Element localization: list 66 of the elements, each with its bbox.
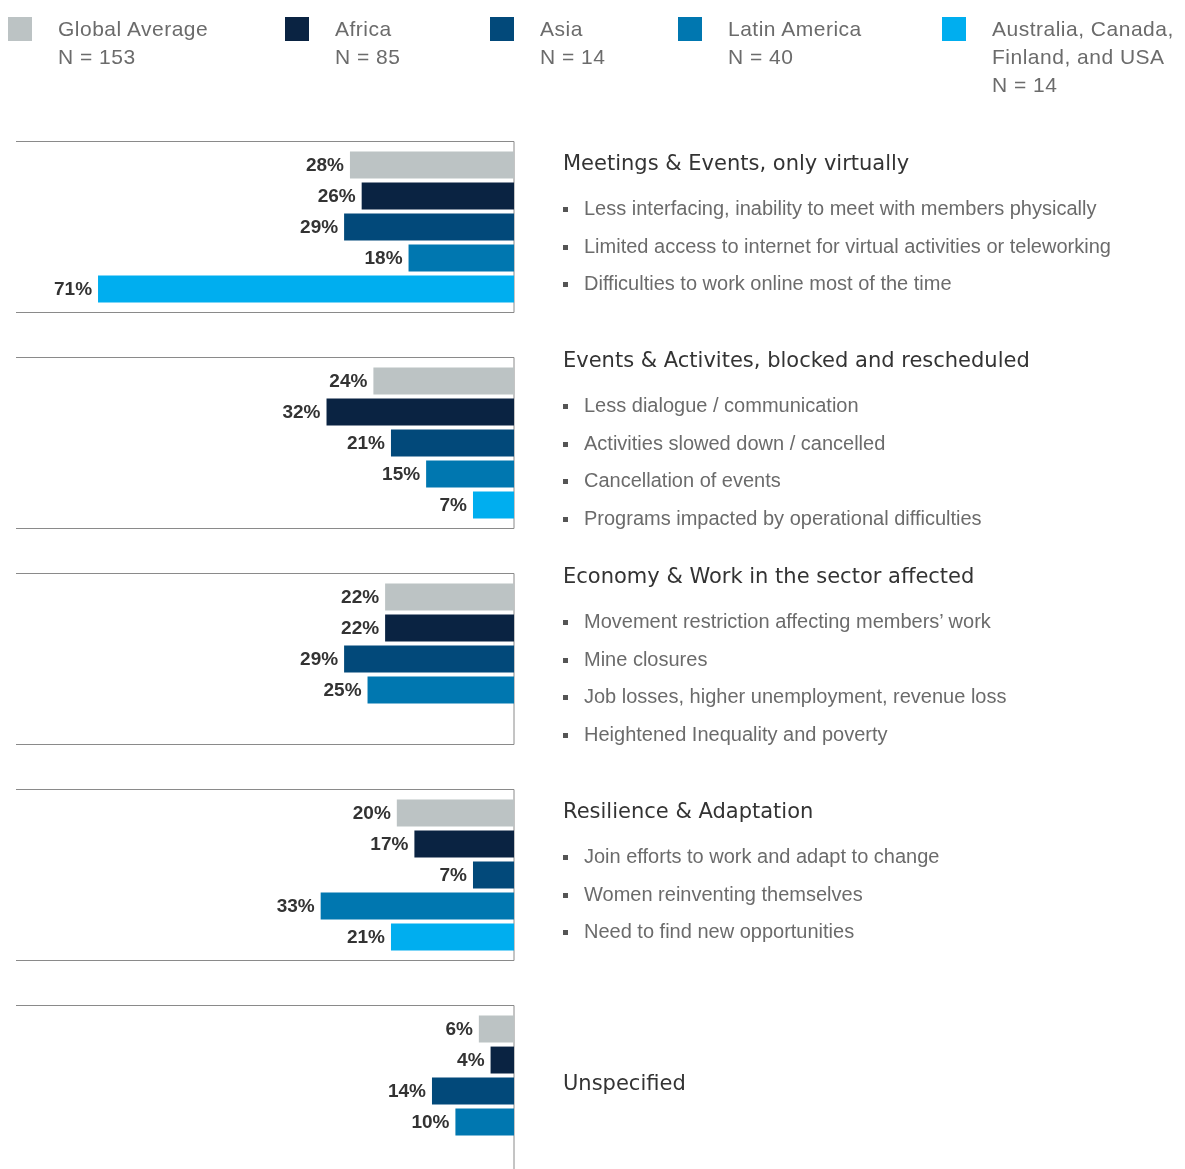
text: Women reinventing themselves: [584, 882, 863, 905]
data-label: 29%: [300, 648, 339, 670]
legend-label: Global Average N = 153: [58, 16, 210, 70]
data-label: 29%: [300, 216, 339, 238]
legend-label: Africa N = 85: [335, 16, 402, 70]
data-label: 17%: [370, 833, 409, 855]
bar: [344, 213, 514, 241]
text: Heightened Inequality and poverty: [584, 722, 888, 745]
data-label: 26%: [317, 185, 356, 207]
legend-label: Australia, Canada, Finland, and USA N = 14: [992, 16, 1175, 98]
data-label: 32%: [282, 401, 321, 423]
text: Mine closures: [584, 647, 708, 670]
bar: [390, 923, 514, 951]
data-label: 10%: [411, 1111, 450, 1133]
text: Meetings & Events, only virtually: [563, 151, 910, 176]
bar: [490, 1046, 514, 1074]
text: Movement restriction affecting members’ work: [584, 610, 992, 633]
data-label: 7%: [439, 494, 468, 516]
bar: [390, 429, 514, 457]
data-label: 20%: [352, 802, 391, 824]
bar: [349, 151, 514, 179]
bar: [320, 892, 514, 920]
bar: [455, 1108, 514, 1136]
bar: [373, 367, 514, 395]
bar: [396, 799, 514, 827]
data-label: 25%: [323, 679, 362, 701]
data-label: 71%: [53, 278, 93, 300]
data-label: 6%: [445, 1018, 473, 1040]
text: Events & Activites, blocked and rescheduled: [563, 348, 1030, 373]
text: Less dialogue / communication: [584, 394, 859, 417]
bar: [361, 182, 514, 210]
bar: [414, 830, 514, 858]
text: Economy & Work in the sector affected: [563, 564, 975, 589]
text: Unspecified: [563, 1071, 686, 1096]
data-label: 22%: [341, 586, 380, 608]
text: Limited access to internet for virtual activities or teleworking: [584, 234, 1111, 257]
bar: [426, 460, 514, 488]
data-label: 14%: [387, 1080, 427, 1102]
data-label: 7%: [439, 864, 468, 886]
bar: [472, 861, 514, 889]
data-label: 18%: [364, 247, 403, 269]
text: Activities slowed down / cancelled: [584, 431, 886, 454]
text: Cancellation of events: [584, 469, 781, 492]
data-label: 22%: [341, 617, 380, 639]
text: Job losses, higher unemployment, revenue loss: [584, 685, 1007, 708]
text: Need to find new opportunities: [584, 920, 855, 943]
bar: [326, 398, 514, 426]
text: Join efforts to work and adapt to change: [584, 845, 940, 868]
bar: [408, 244, 514, 272]
legend-label: Asia N = 14: [540, 16, 607, 70]
data-label: 15%: [382, 463, 421, 485]
text: Difficulties to work online most of the time: [584, 272, 952, 295]
bar: [98, 275, 514, 303]
legend-label: Latin America N = 40: [728, 16, 863, 70]
data-label: 4%: [457, 1049, 485, 1071]
data-label: 21%: [346, 926, 386, 948]
data-label: 24%: [329, 370, 368, 392]
text: Less interfacing, inability to meet with members physically: [584, 197, 1097, 220]
text: Programs impacted by operational difficulties: [584, 506, 982, 529]
data-label: 28%: [305, 154, 345, 176]
bar: [478, 1015, 514, 1043]
data-label: 33%: [276, 895, 315, 917]
bar: [431, 1077, 514, 1105]
bar: [472, 491, 514, 519]
text: Resilience & Adaptation: [563, 799, 814, 824]
data-label: 21%: [346, 432, 386, 454]
